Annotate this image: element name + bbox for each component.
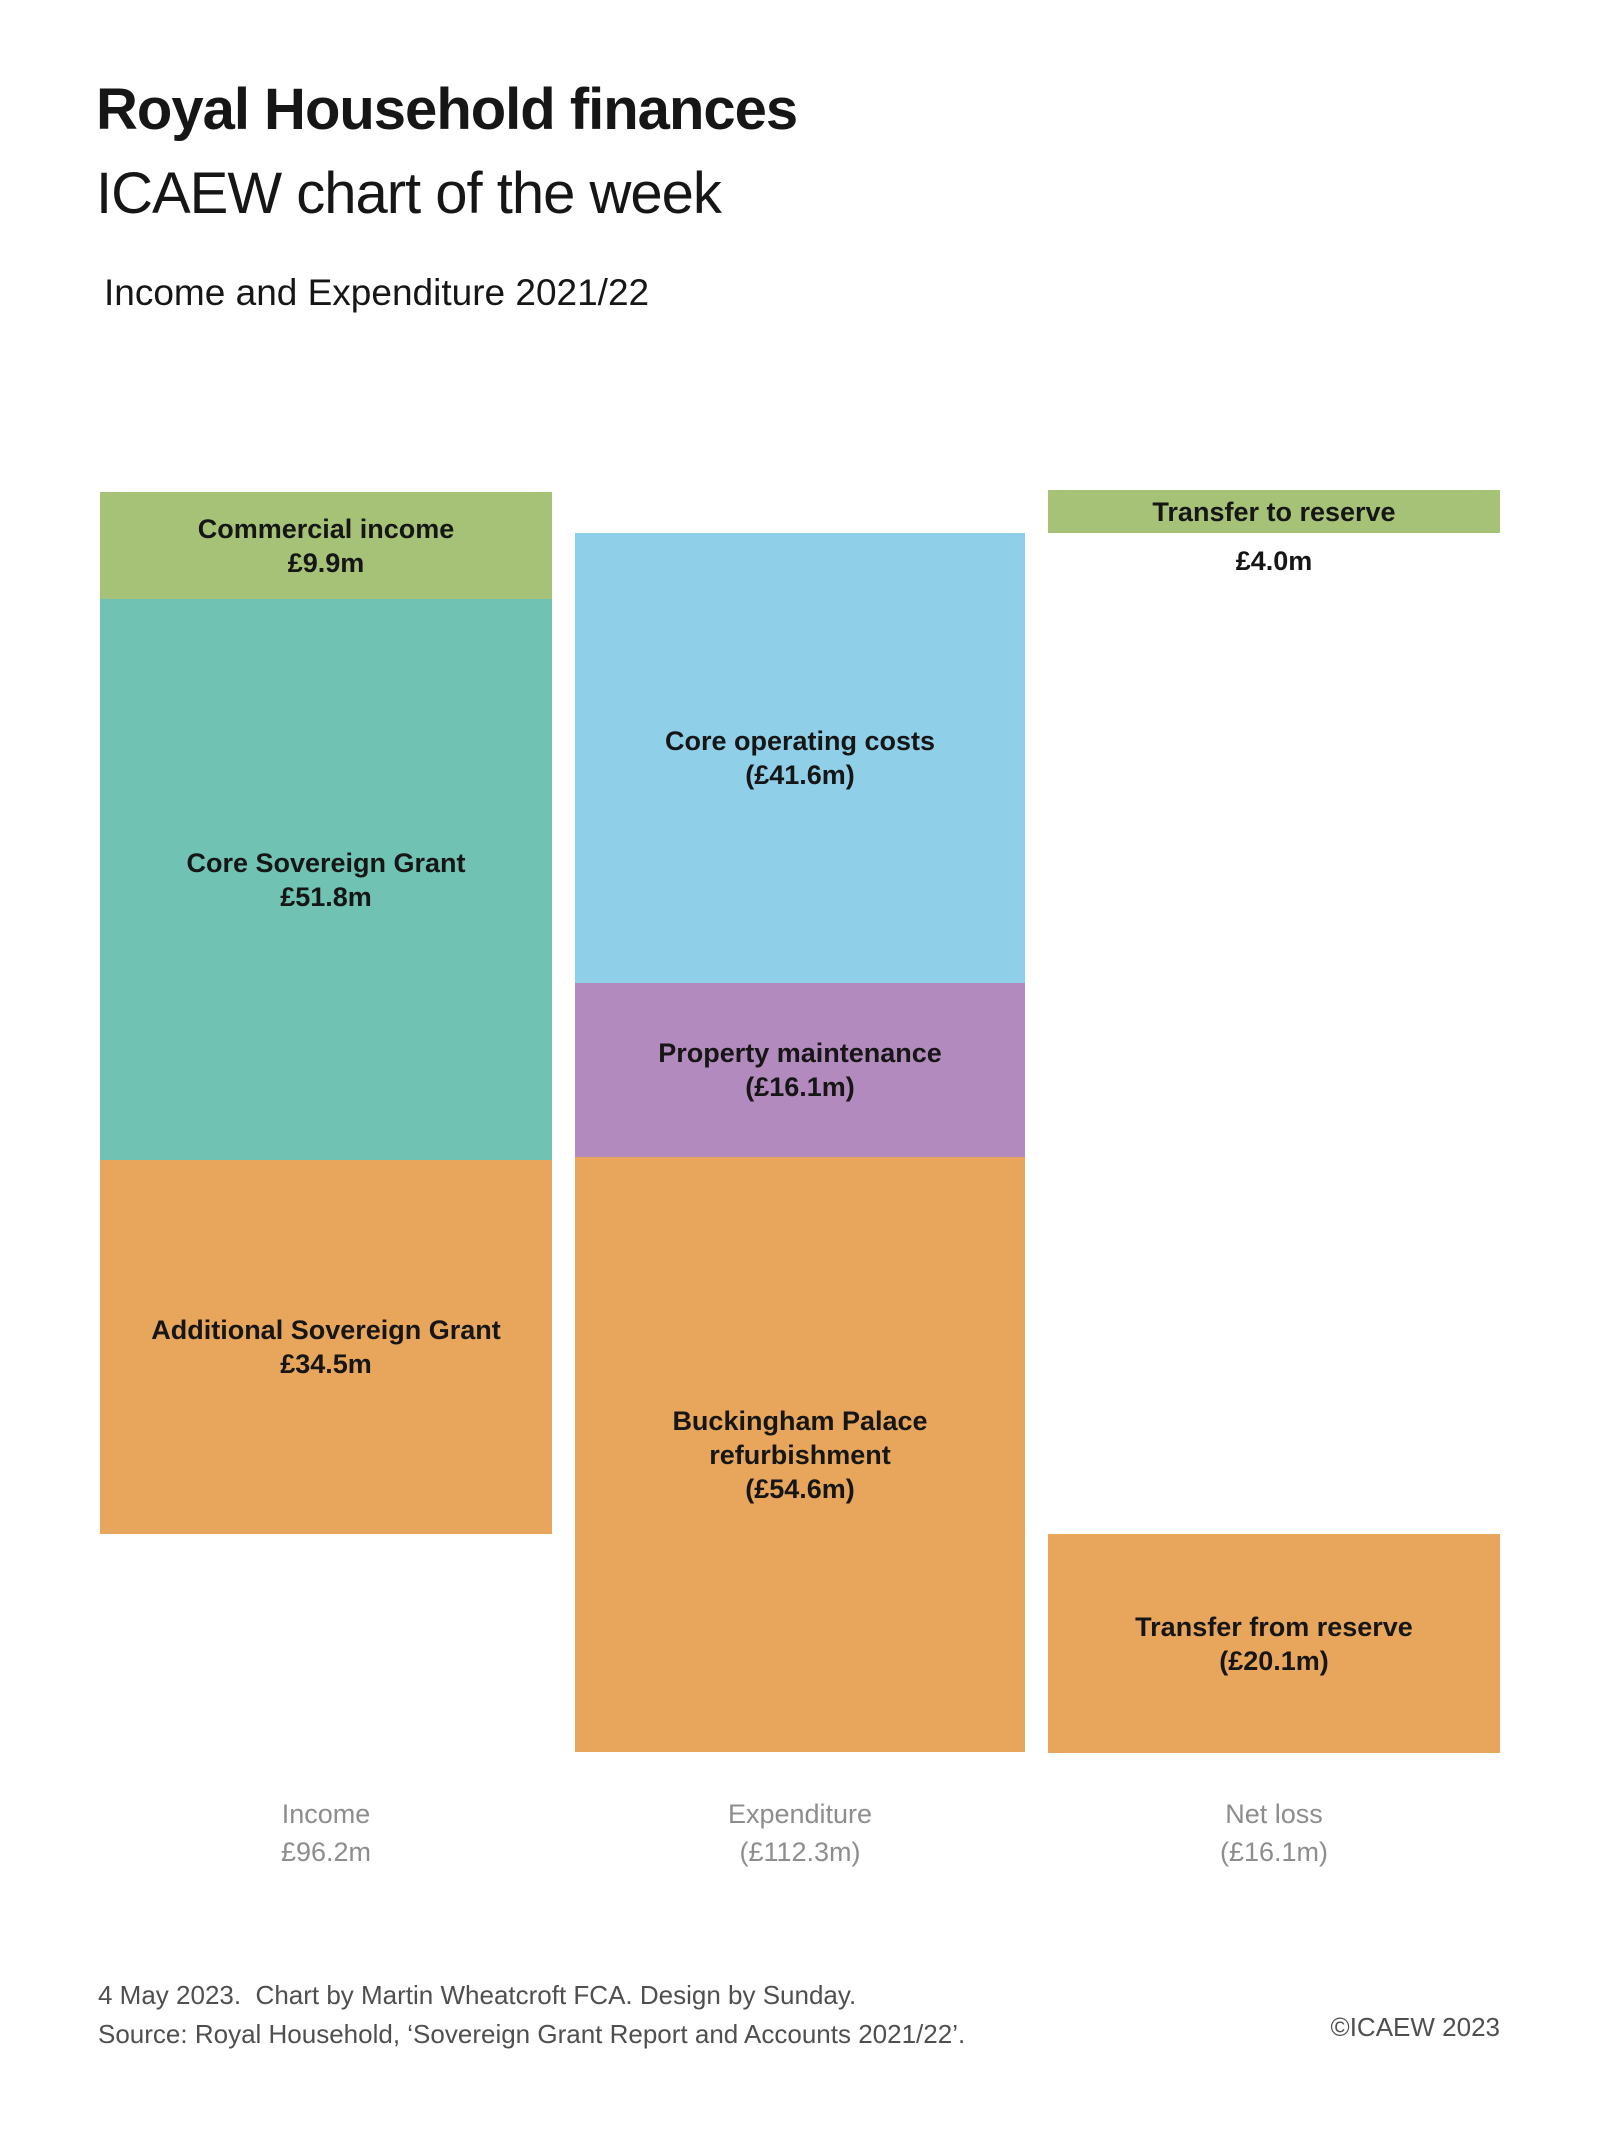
net-loss-transfer-to-reserve-segment: Transfer to reserve xyxy=(1048,490,1500,533)
segment-name: Commercial income xyxy=(197,513,455,544)
axis-label-net-loss: Net loss (£16.1m) xyxy=(1048,1795,1500,1871)
segment-name: Core Sovereign Grant xyxy=(186,847,466,878)
segment-name: Transfer from reserve xyxy=(1135,1611,1413,1642)
segment-value: £34.5m xyxy=(280,1349,372,1379)
segment-label: Core Sovereign Grant £51.8m xyxy=(186,846,465,914)
footer-line1: 4 May 2023. Chart by Martin Wheatcroft F… xyxy=(98,1980,857,2010)
segment-label: Commercial income £9.9m xyxy=(198,512,455,580)
segment-label: Buckingham Palace refurbishment (£54.6m) xyxy=(595,1404,1005,1506)
copyright-notice: ©ICAEW 2023 xyxy=(1330,2012,1500,2042)
segment-value: (£20.1m) xyxy=(1219,1645,1329,1676)
segment-name: Additional Sovereign Grant xyxy=(151,1315,501,1345)
page-title: Royal Household finances xyxy=(96,77,798,142)
footer-credits: 4 May 2023. Chart by Martin Wheatcroft F… xyxy=(98,1976,965,2054)
income-core-sovereign-grant-segment: Core Sovereign Grant £51.8m xyxy=(100,599,552,1160)
income-commercial-income-segment: Commercial income £9.9m xyxy=(100,492,552,599)
axis-total: (£112.3m) xyxy=(739,1837,861,1867)
chart-title: Income and Expenditure 2021/22 xyxy=(104,272,650,313)
segment-value: (£54.6m) xyxy=(745,1473,855,1504)
axis-label-expenditure: Expenditure (£112.3m) xyxy=(575,1795,1025,1871)
segment-value: £9.9m xyxy=(287,547,365,578)
segment-label: Transfer to reserve xyxy=(1152,497,1395,527)
net-loss-transfer-from-reserve-segment: Transfer from reserve (£20.1m) xyxy=(1048,1534,1500,1753)
segment-value: £51.8m xyxy=(280,881,372,912)
expenditure-buckingham-palace-refurbishment-segment: Buckingham Palace refurbishment (£54.6m) xyxy=(575,1157,1025,1752)
transfer-to-reserve-value: £4.0m xyxy=(1235,545,1313,576)
axis-category: Expenditure xyxy=(727,1799,873,1829)
axis-label-income: Income £96.2m xyxy=(100,1795,552,1871)
segment-name: Core operating costs xyxy=(664,726,936,756)
footer-line2: Source: Royal Household, ‘Sovereign Gran… xyxy=(98,2019,966,2049)
segment-name: Buckingham Palace refurbishment xyxy=(672,1405,928,1470)
segment-label: Additional Sovereign Grant £34.5m xyxy=(151,1313,501,1381)
segment-value: (£41.6m) xyxy=(745,760,855,790)
axis-category: Net loss xyxy=(1225,1799,1323,1829)
expenditure-core-operating-costs-segment: Core operating costs (£41.6m) xyxy=(575,533,1025,983)
page-subtitle: ICAEW chart of the week xyxy=(96,161,722,226)
segment-name: Transfer to reserve xyxy=(1152,496,1396,527)
segment-value: (£16.1m) xyxy=(745,1072,855,1102)
axis-total: (£16.1m) xyxy=(1219,1837,1329,1867)
segment-name: Property maintenance xyxy=(658,1038,942,1068)
segment-label: Transfer from reserve (£20.1m) xyxy=(1135,1610,1413,1678)
expenditure-property-maintenance-segment: Property maintenance (£16.1m) xyxy=(575,983,1025,1157)
axis-category: Income xyxy=(281,1799,371,1829)
segment-label: Property maintenance (£16.1m) xyxy=(658,1036,942,1104)
axis-total: £96.2m xyxy=(280,1837,372,1867)
segment-label: Core operating costs (£41.6m) xyxy=(665,724,935,792)
income-additional-sovereign-grant-segment: Additional Sovereign Grant £34.5m xyxy=(100,1160,552,1534)
